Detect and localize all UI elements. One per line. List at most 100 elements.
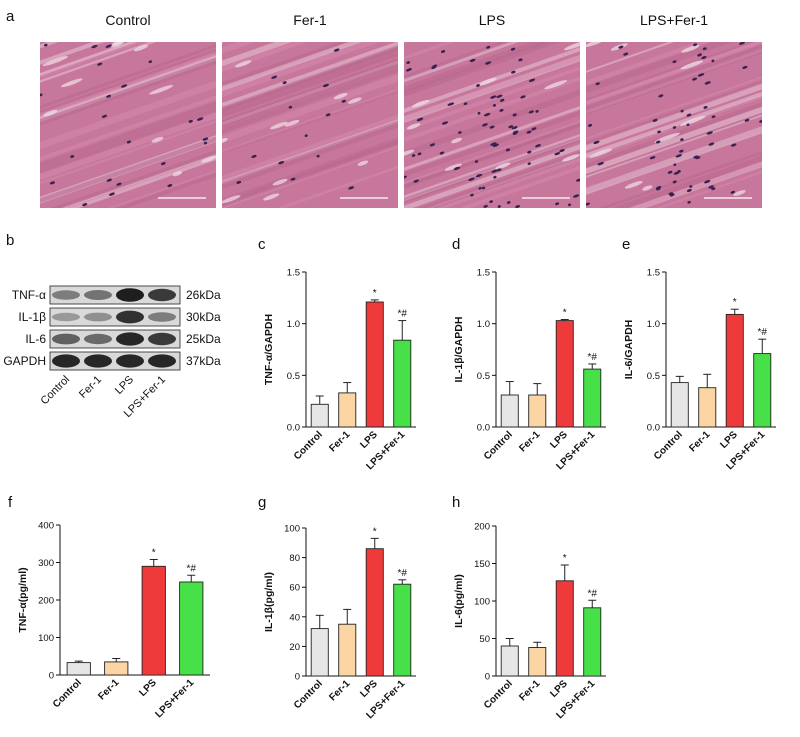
muscle-fiber [655,170,762,208]
nucleus [697,53,702,57]
nucleus [126,140,132,144]
tissue-gap [357,160,369,166]
tissue-gap [110,42,124,48]
micrograph-lps-fer1 [586,42,762,208]
y-tick-label: 150 [474,559,490,570]
nucleus [416,117,424,122]
tissue-gap [133,44,149,52]
x-tick-label: Fer-1 [327,678,352,703]
nucleus [167,184,173,188]
bar-fer-1 [528,394,547,428]
nucleus [458,131,462,134]
blot-kda-label: 26kDa [186,288,221,302]
significance-mark: *# [588,588,598,599]
nucleus [476,84,480,87]
nucleus [623,52,629,56]
nucleus [704,180,711,184]
blot-strip [49,285,181,305]
tissue-gap [495,162,511,170]
y-axis-label: IL-1β(pg/ml) [263,572,275,632]
nucleus [288,105,293,109]
y-tick-label: 60 [289,583,300,594]
x-tick-label: Control [482,429,515,462]
tissue-gap [412,99,430,108]
nucleus [656,187,661,191]
nucleus [475,173,483,178]
y-axis-label: TNF-α/GAPDH [263,314,275,385]
bar-lps [555,320,574,428]
x-tick-label: Control [292,429,325,462]
muscle-fiber [586,42,756,102]
nucleus [593,140,600,145]
y-tick-label: 100 [284,524,300,535]
tissue-gap [654,132,680,143]
panel-letter-a: a [6,8,15,25]
tissue-gap [151,136,164,143]
muscle-fiber [586,80,762,146]
panel-letter-c: c [258,236,266,253]
blot-strip [49,329,181,349]
nucleus [489,125,495,129]
muscle-fiber [222,47,398,116]
y-tick-label: 1.0 [477,319,490,330]
nucleus [511,70,516,74]
nucleus [672,180,677,184]
nucleus [492,104,497,107]
muscle-fiber [222,45,398,112]
nucleus [236,180,242,184]
nucleus [730,143,737,147]
nucleus [555,202,560,206]
nucleus [429,143,436,147]
bar-fer-1 [698,387,717,428]
tissue-gap [624,181,643,189]
y-tick-label: 200 [38,596,54,607]
nucleus [271,75,278,79]
nucleus [348,186,355,190]
nucleus [478,186,482,190]
muscle-fiber [222,58,398,123]
tissue-gap [586,42,606,47]
nucleus [91,44,98,49]
tissue-gap [680,115,706,126]
nucleus [411,154,416,157]
muscle-fiber [68,156,216,208]
blot-kda-label: 25kDa [186,332,221,346]
nucleus [586,202,590,206]
nucleus [316,154,320,158]
tissue-gap [272,178,288,186]
muscle-fiber [222,42,347,86]
muscle-fiber [586,42,733,94]
micrograph-title-lps-fer1: LPS+Fer-1 [639,12,709,28]
bar-control [500,645,519,677]
nucleus [341,99,346,103]
nucleus [576,178,580,182]
muscle-fiber [40,49,216,115]
tissue-gap [681,45,700,53]
bar-lps [365,548,384,677]
bar-control [310,628,329,677]
bar-lps [365,301,384,428]
y-tick-label: 0 [295,672,300,683]
muscle-fiber [40,120,216,185]
nucleus [673,163,677,167]
tissue-gap [61,78,83,88]
blot-band [116,332,144,346]
nucleus [490,95,497,99]
tissue-gap [222,195,241,204]
nucleus [439,151,445,155]
nucleus [618,45,624,49]
y-axis-label: IL-1β/GAPDH [453,317,465,383]
nucleus [405,68,412,72]
tissue-gap [404,149,415,157]
tissue-gap [588,148,613,158]
muscle-fiber [586,44,762,110]
blot-band [148,354,176,368]
significance-mark: * [733,297,737,308]
bar-control [500,394,519,428]
x-tick-label: LPS [358,429,380,451]
micrograph-fer1 [222,42,398,208]
x-tick-label: Control [482,678,515,711]
y-tick-label: 0.0 [287,423,300,434]
tissue-gap [234,60,252,68]
bar-lps-fer-1 [583,368,602,428]
